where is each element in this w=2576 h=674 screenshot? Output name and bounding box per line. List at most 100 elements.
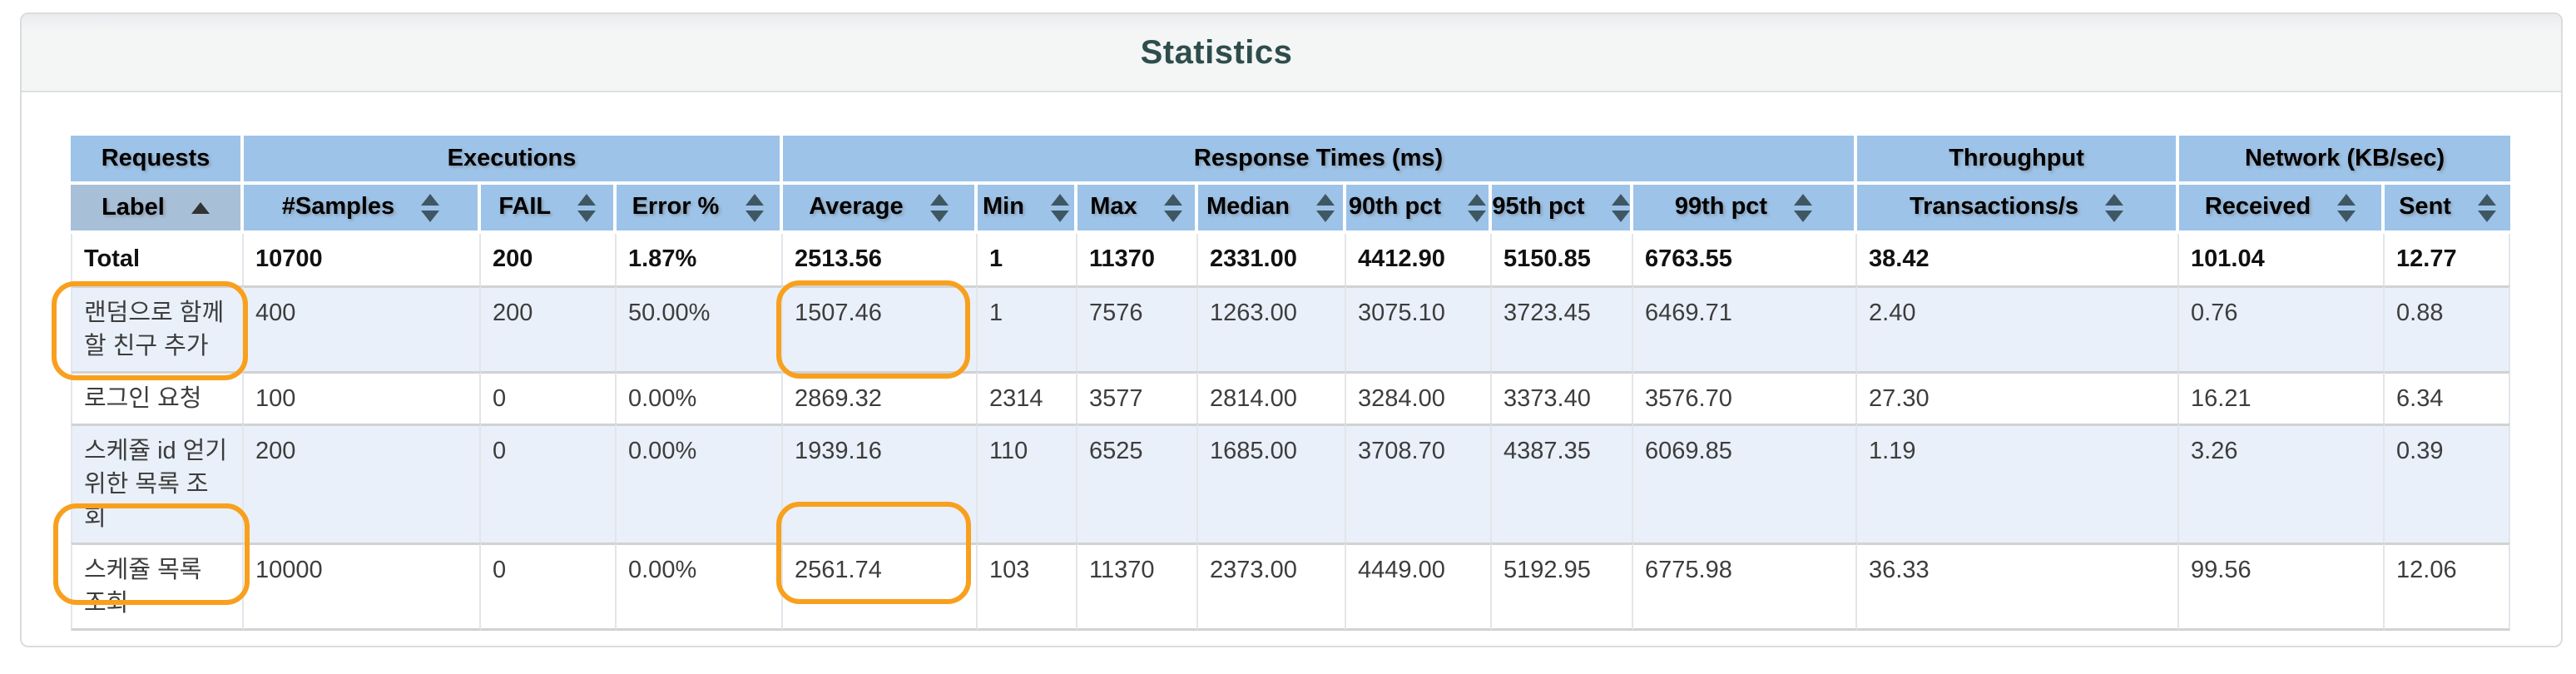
cell-median: 1263.00 [1198,285,1346,371]
column-header-median[interactable]: Median [1198,185,1346,234]
statistics-table: Requests Executions Response Times (ms) … [71,136,2511,631]
sort-both-icon[interactable] [1611,193,1630,222]
cell-sent: 0.88 [2385,285,2511,371]
cell-error-pct: 0.00% [617,371,783,424]
cell-90th-pct: 4412.90 [1346,234,1492,285]
cell-received: 0.76 [2179,285,2385,371]
cell-max: 11370 [1077,234,1198,285]
cell-90th-pct: 4449.00 [1346,543,1492,631]
cell-transactions: 1.19 [1857,424,2180,543]
cell-samples: 10700 [244,234,481,285]
cell-average: 1507.46 [783,285,978,371]
table-row: 로그인 요청 100 0 0.00% 2869.32 2314 3577 281… [71,371,2511,424]
cell-fail: 0 [481,543,617,631]
sort-both-icon[interactable] [1794,193,1813,222]
cell-error-pct: 0.00% [617,424,783,543]
cell-received: 16.21 [2179,371,2385,424]
column-header-sent[interactable]: Sent [2385,185,2511,234]
cell-max: 7576 [1077,285,1198,371]
header-group-row: Requests Executions Response Times (ms) … [71,136,2511,185]
cell-label: 스케쥴 목록 조회 [71,543,244,631]
cell-fail: 0 [481,371,617,424]
cell-average: 2561.74 [783,543,978,631]
header-group-response-times: Response Times (ms) [783,136,1858,185]
sort-both-icon[interactable] [2105,193,2124,222]
cell-90th-pct: 3708.70 [1346,424,1492,543]
cell-received: 3.26 [2179,424,2385,543]
sort-both-icon[interactable] [929,193,949,222]
cell-average: 2513.56 [783,234,978,285]
cell-99th-pct: 6069.85 [1633,424,1858,543]
column-header-error-pct[interactable]: Error % [617,185,783,234]
column-header-transactions[interactable]: Transactions/s [1857,185,2180,234]
cell-transactions: 36.33 [1857,543,2180,631]
cell-samples: 200 [244,424,481,543]
cell-95th-pct: 5150.85 [1492,234,1633,285]
cell-received: 101.04 [2179,234,2385,285]
cell-average: 2869.32 [783,371,978,424]
header-group-network: Network (KB/sec) [2179,136,2511,185]
column-header-samples[interactable]: #Samples [244,185,481,234]
cell-sent: 12.77 [2385,234,2511,285]
table-row: 스케쥴 목록 조회 10000 0 0.00% 2561.74 103 1137… [71,543,2511,631]
cell-95th-pct: 4387.35 [1492,424,1633,543]
header-group-requests: Requests [71,136,244,185]
column-header-average[interactable]: Average [783,185,978,234]
cell-samples: 100 [244,371,481,424]
cell-90th-pct: 3075.10 [1346,285,1492,371]
cell-min: 2314 [978,371,1077,424]
sort-both-icon[interactable] [421,193,440,222]
column-header-label[interactable]: Label [71,185,244,234]
cell-max: 11370 [1077,543,1198,631]
cell-99th-pct: 6469.71 [1633,285,1858,371]
sort-both-icon[interactable] [746,193,765,222]
cell-99th-pct: 3576.70 [1633,371,1858,424]
sort-both-icon[interactable] [577,193,596,222]
header-group-throughput: Throughput [1857,136,2180,185]
cell-median: 2373.00 [1198,543,1346,631]
sort-both-icon[interactable] [2478,193,2496,222]
sort-both-icon[interactable] [2337,193,2356,222]
cell-min: 110 [978,424,1077,543]
panel-heading: Statistics [22,14,2561,92]
table-row: 스케쥴 id 얻기위한 목록 조회 200 0 0.00% 1939.16 11… [71,424,2511,543]
sort-both-icon[interactable] [1163,193,1182,222]
cell-average: 1939.16 [783,424,978,543]
sort-both-icon[interactable] [1315,193,1335,222]
cell-error-pct: 0.00% [617,543,783,631]
cell-samples: 10000 [244,543,481,631]
table-row: 랜덤으로 함께할 친구 추가 400 200 50.00% 1507.46 1 … [71,285,2511,371]
sort-both-icon[interactable] [1051,193,1069,222]
cell-max: 3577 [1077,371,1198,424]
column-header-99th-pct[interactable]: 99th pct [1633,185,1858,234]
header-group-executions: Executions [244,136,783,185]
cell-fail: 0 [481,424,617,543]
cell-sent: 12.06 [2385,543,2511,631]
cell-99th-pct: 6775.98 [1633,543,1858,631]
column-header-90th-pct[interactable]: 90th pct [1346,185,1492,234]
cell-sent: 6.34 [2385,371,2511,424]
cell-error-pct: 50.00% [617,285,783,371]
page-title: Statistics [1140,33,1293,71]
cell-min: 103 [978,543,1077,631]
statistics-table-container: Requests Executions Response Times (ms) … [71,136,2511,631]
table-row-total: Total 10700 200 1.87% 2513.56 1 11370 23… [71,234,2511,285]
cell-label: 로그인 요청 [71,371,244,424]
cell-median: 2814.00 [1198,371,1346,424]
cell-90th-pct: 3284.00 [1346,371,1492,424]
cell-error-pct: 1.87% [617,234,783,285]
cell-samples: 400 [244,285,481,371]
cell-95th-pct: 3723.45 [1492,285,1633,371]
cell-sent: 0.39 [2385,424,2511,543]
cell-received: 99.56 [2179,543,2385,631]
sort-asc-icon[interactable] [191,202,210,215]
cell-95th-pct: 3373.40 [1492,371,1633,424]
column-header-received[interactable]: Received [2179,185,2385,234]
cell-fail: 200 [481,285,617,371]
sort-both-icon[interactable] [1468,193,1487,222]
header-columns-row: Label #Samples FAIL Error % Average [71,185,2511,234]
column-header-fail[interactable]: FAIL [481,185,617,234]
column-header-max[interactable]: Max [1077,185,1198,234]
column-header-95th-pct[interactable]: 95th pct [1492,185,1633,234]
column-header-min[interactable]: Min [978,185,1077,234]
